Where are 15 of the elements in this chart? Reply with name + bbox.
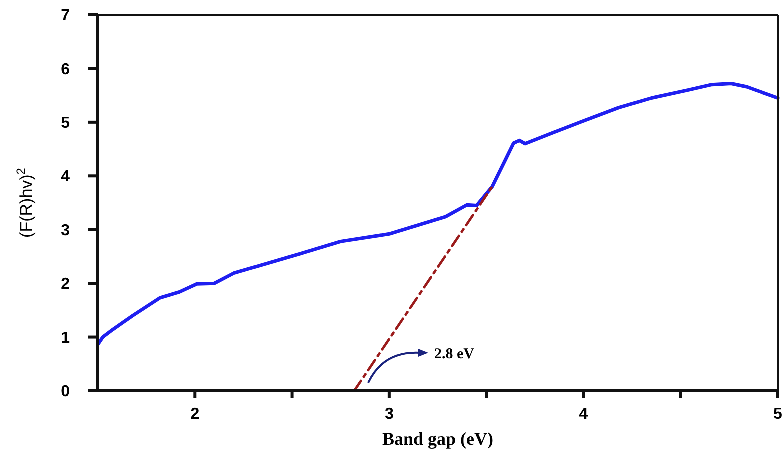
y-tick-label: 7 xyxy=(61,8,70,25)
y-tick-label: 4 xyxy=(61,168,70,186)
x-tick-label: 3 xyxy=(384,406,394,423)
line-series xyxy=(96,82,780,347)
y-tick-label: 6 xyxy=(61,61,70,78)
y-tick-label: 5 xyxy=(61,115,70,132)
y-tick-label: 3 xyxy=(61,222,70,240)
y-tick-label: 0 xyxy=(61,384,70,401)
x-axis-title: Band gap (eV) xyxy=(382,429,494,449)
y-tick-label: 1 xyxy=(61,330,70,347)
x-tick-label: 2 xyxy=(190,406,200,423)
y-tick-label: 2 xyxy=(61,276,70,294)
x-tick-label: 5 xyxy=(774,406,783,423)
annotation: 2.8 eV xyxy=(434,346,475,362)
x-tick-label: 4 xyxy=(579,406,588,423)
